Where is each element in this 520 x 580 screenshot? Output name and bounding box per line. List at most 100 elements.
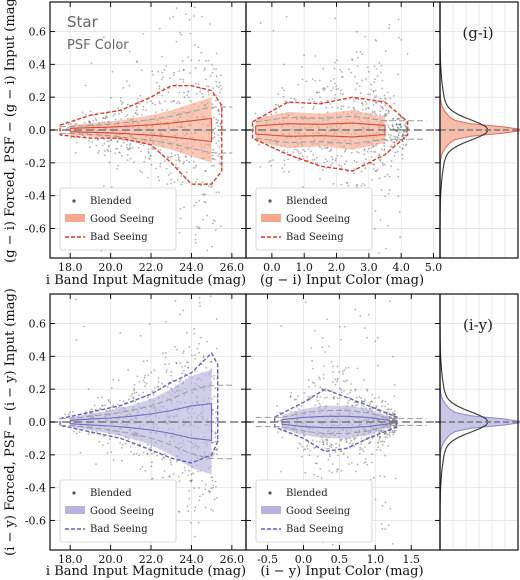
blended-point <box>340 469 343 472</box>
blended-point <box>397 73 399 76</box>
legend-good-label: Good Seeing <box>286 506 351 517</box>
blended-point <box>84 113 87 116</box>
blended-point <box>359 51 362 53</box>
blended-point <box>212 137 214 140</box>
blended-point <box>211 71 214 74</box>
good-seeing-core <box>69 117 213 143</box>
blended-point <box>301 78 304 81</box>
panel-iy-histogram <box>439 293 520 551</box>
blended-point <box>195 241 197 244</box>
blended-point <box>345 440 348 442</box>
blended-point <box>324 87 327 90</box>
blended-point <box>193 6 196 9</box>
blended-point <box>120 118 122 120</box>
blended-point <box>154 103 156 106</box>
blended-point <box>182 162 185 165</box>
blended-point <box>397 18 400 21</box>
blended-point <box>89 121 92 123</box>
blended-point <box>366 463 369 466</box>
blended-point <box>189 100 192 103</box>
blended-point <box>400 125 403 128</box>
blended-point <box>399 116 402 119</box>
blended-point <box>198 59 201 62</box>
blended-point <box>390 145 393 148</box>
blended-point <box>330 361 333 363</box>
blended-point <box>206 249 209 252</box>
blended-point <box>214 433 217 435</box>
blended-point <box>155 167 158 170</box>
blended-point <box>379 436 382 438</box>
blended-point <box>112 459 115 462</box>
blended-point <box>205 366 208 369</box>
blended-point <box>336 365 339 368</box>
blended-point <box>156 454 159 457</box>
blended-point <box>363 400 365 403</box>
blended-point <box>293 148 296 151</box>
blended-point <box>326 439 328 441</box>
blended-point <box>289 396 292 399</box>
blended-point <box>109 150 112 153</box>
blended-point <box>120 100 122 102</box>
blended-point <box>196 347 199 350</box>
blended-point <box>328 345 330 348</box>
blended-point <box>358 85 361 87</box>
blended-point <box>175 460 178 463</box>
blended-point <box>89 110 92 113</box>
blended-point <box>376 100 379 102</box>
blended-point <box>107 150 109 153</box>
blended-point <box>165 65 168 67</box>
x-tick-label: 4.0 <box>392 261 410 274</box>
blended-point <box>394 136 397 139</box>
blended-point <box>203 193 206 196</box>
blended-point <box>314 55 317 57</box>
blended-point <box>213 116 215 119</box>
blended-point <box>115 407 118 410</box>
blended-point <box>346 401 349 404</box>
blended-point <box>115 148 117 150</box>
blended-point <box>220 165 223 168</box>
blended-point <box>116 168 118 170</box>
blended-point <box>161 94 164 97</box>
blended-point <box>280 470 283 473</box>
blended-point <box>377 364 379 367</box>
blended-point <box>94 408 97 411</box>
blended-point <box>298 159 300 162</box>
blended-point <box>213 395 216 398</box>
blended-point <box>75 298 77 301</box>
blended-point <box>116 403 119 406</box>
blended-point <box>213 164 215 167</box>
blended-point <box>132 115 135 118</box>
percentile-lower <box>59 132 233 154</box>
y-tick-label: 0.0 <box>29 124 47 137</box>
blended-point <box>376 435 379 437</box>
blended-point <box>193 204 196 207</box>
blended-point <box>129 143 132 145</box>
blended-point <box>102 117 105 119</box>
blended-point <box>363 149 365 152</box>
blended-point <box>401 140 404 143</box>
blended-point <box>119 332 122 334</box>
blended-point <box>352 98 355 100</box>
blended-point <box>336 470 338 473</box>
blended-point <box>339 396 341 399</box>
blended-point <box>376 336 379 339</box>
blended-point <box>206 340 208 343</box>
blended-point <box>377 252 380 254</box>
blended-point <box>393 422 396 425</box>
blended-point <box>128 144 131 147</box>
blended-point <box>378 154 381 157</box>
blended-point <box>403 134 406 137</box>
blended-point <box>362 183 364 185</box>
blended-point <box>126 80 128 82</box>
blended-point <box>330 89 333 92</box>
blended-point <box>393 429 396 432</box>
blended-point <box>141 171 144 174</box>
blended-point <box>95 119 98 122</box>
blended-point <box>405 131 408 134</box>
blended-point <box>146 101 148 104</box>
blended-point <box>214 387 217 390</box>
blended-point <box>406 53 409 55</box>
blended-point <box>297 153 300 155</box>
blended-point <box>401 135 404 138</box>
blended-point <box>220 88 223 91</box>
